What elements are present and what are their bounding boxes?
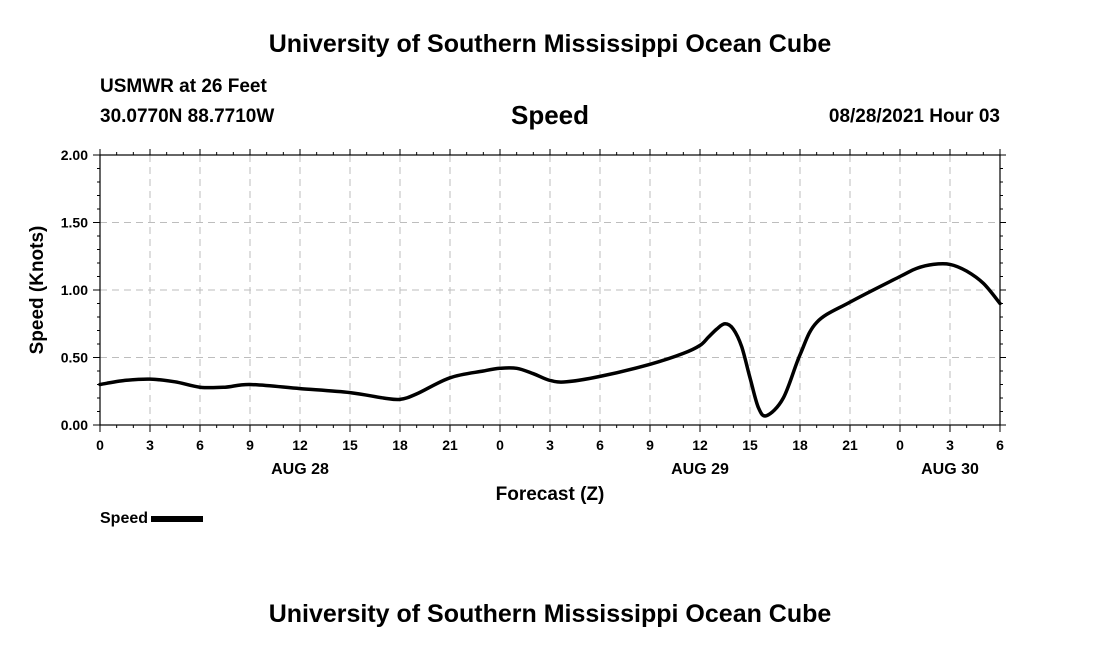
x-tick-label: 15: [742, 437, 758, 453]
datetime-label: 08/28/2021 Hour 03: [828, 106, 1000, 127]
grid-layer: [100, 155, 1000, 425]
footer-title: University of Southern Mississippi Ocean…: [268, 600, 832, 628]
x-tick-label: 9: [246, 437, 254, 453]
x-tick-label: 3: [946, 437, 954, 453]
date-label: AUG 28: [271, 461, 329, 478]
date-label: AUG 29: [671, 461, 729, 478]
y-tick-label: 1.50: [61, 215, 88, 231]
legend-line-swatch: [151, 515, 204, 522]
x-tick-label: 12: [692, 437, 708, 453]
x-tick-label: 0: [496, 437, 504, 453]
y-tick-label: 1.00: [61, 282, 88, 298]
variable-title: Speed: [510, 100, 590, 130]
x-tick-label: 18: [792, 437, 808, 453]
coordinates-label: 30.0770N 88.7710W: [100, 106, 275, 127]
x-tick-label: 21: [842, 437, 858, 453]
x-tick-label: 6: [996, 437, 1004, 453]
x-tick-label: 0: [96, 437, 104, 453]
x-tick-label: 18: [392, 437, 408, 453]
speed-series-line: [98, 261, 1002, 418]
y-tick-label: 0.00: [61, 417, 88, 433]
plot-frame: [99, 154, 1001, 426]
x-tick-label: 0: [896, 437, 904, 453]
y-tick-label: 0.50: [61, 350, 88, 366]
x-tick-label: 15: [342, 437, 358, 453]
x-tick-label: 12: [292, 437, 308, 453]
axis-layer: 0 3 6 9 12 15 18 21 0 3 6 9 12 15 18 21 0 3 6 0.00 0.50 1.00 1…: [61, 147, 1006, 478]
x-tick-label: 21: [442, 437, 458, 453]
y-axis-label: Speed (Knots): [27, 226, 48, 355]
x-tick-label: 3: [546, 437, 554, 453]
chart-title: University of Southern Mississippi Ocean…: [268, 30, 832, 58]
x-tick-label: 6: [196, 437, 204, 453]
x-tick-label: 9: [646, 437, 654, 453]
y-tick-label: 2.00: [61, 147, 88, 163]
legend: Speed: [100, 510, 204, 528]
station-label: USMWR at 26 Feet: [100, 76, 267, 97]
date-label: AUG 30: [921, 461, 979, 478]
legend-label: Speed: [100, 510, 149, 527]
x-axis-label: Forecast (Z): [496, 484, 605, 505]
x-tick-label: 6: [596, 437, 604, 453]
x-tick-label: 3: [146, 437, 154, 453]
